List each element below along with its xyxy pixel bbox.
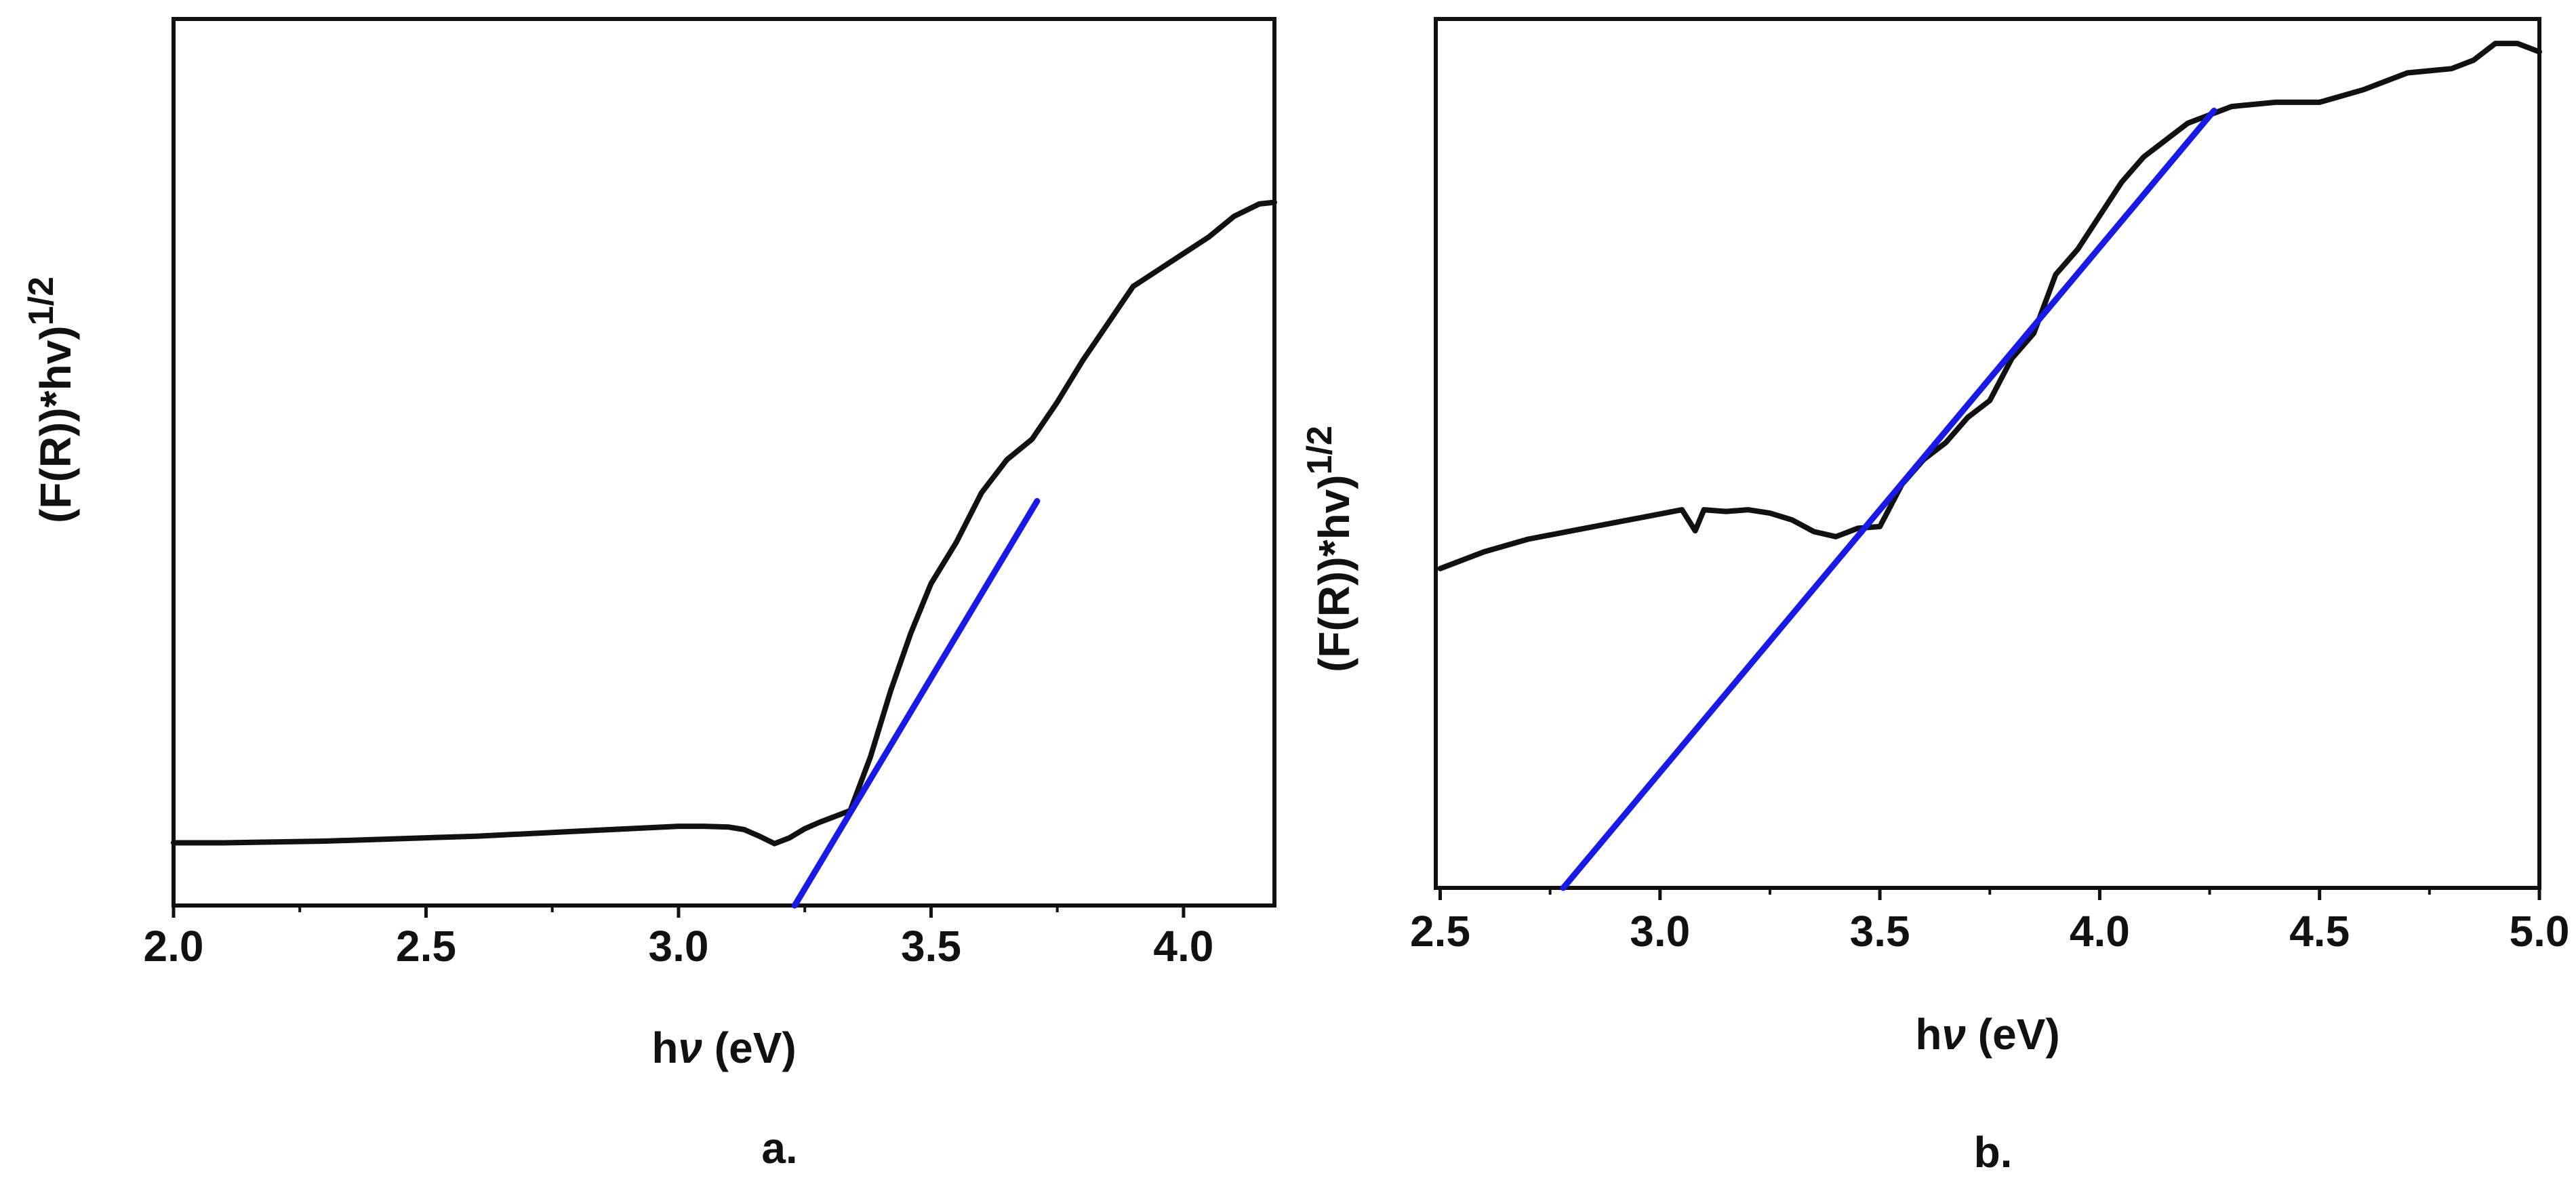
panel-b-plot: 2.5 3.0 3.5 4.0 4.5 5.0 [1410,41,2570,956]
x-tick-label: 3.5 [901,922,961,971]
series-line-fit [791,497,1041,909]
x-tick-label: 3.0 [648,922,708,971]
x-tick-label: 4.5 [2289,907,2350,956]
x-tick-label: 2.5 [396,922,456,971]
panel-a-plot: 2.0 2.5 3.0 3.5 4.0 [144,199,1277,971]
x-tick-label: 3.5 [1850,907,1910,956]
x-tick-label: 4.0 [1153,922,1213,971]
x-tick-label: 2.5 [1410,907,1470,956]
panel-a-x-axis-label: hν (eV) [651,1023,796,1072]
panel-a: 2.0 2.5 3.0 3.5 4.0 hν (eV) (F(R))*hv)1/2 a. [22,17,1277,1173]
x-tick-label: 3.0 [1630,907,1690,956]
x-tick-label: 2.0 [144,922,204,971]
series-line-fit [1560,107,2217,891]
panel-b-frame [1434,17,2541,890]
panel-b-label: b. [1974,1128,2013,1177]
panel-a-frame [172,17,1276,908]
x-tick-label: 5.0 [2510,907,2570,956]
panel-a-y-axis-label: (F(R))*hv)1/2 [22,277,80,523]
panel-a-label: a. [761,1124,797,1173]
panel-b-x-axis-label: hν (eV) [1915,1010,2059,1059]
x-tick-label: 4.0 [2070,907,2130,956]
panel-b-y-axis-label: (F(R))*hv)1/2 [1300,426,1359,672]
panel-b: 2.5 3.0 3.5 4.0 4.5 5.0 hν (eV) (F(R))*hv)1/2… [1300,17,2570,1177]
series-line-data [1437,41,2542,571]
series-line-data [171,199,1277,847]
